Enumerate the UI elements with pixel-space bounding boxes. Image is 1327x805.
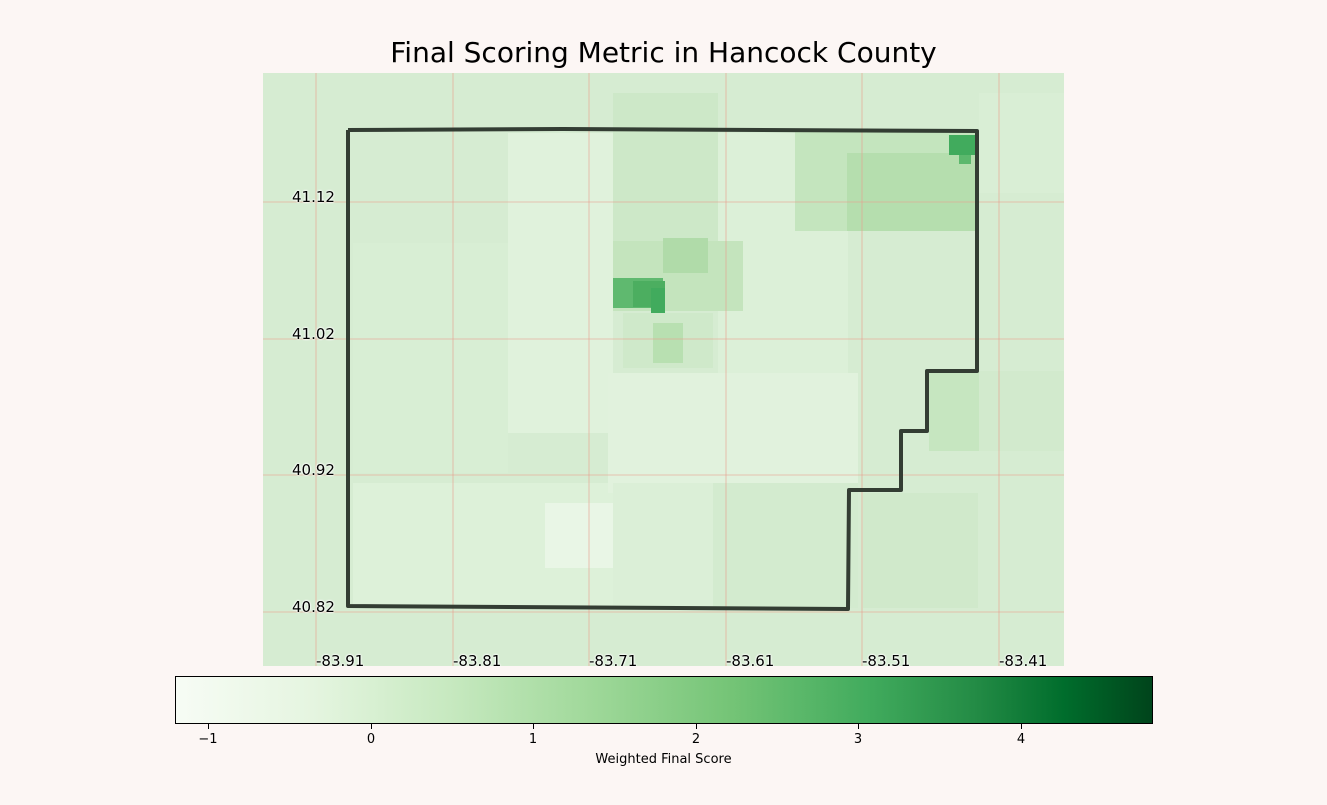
lon-tick-label: -83.51 bbox=[862, 652, 911, 670]
colorbar-tick-label: −1 bbox=[198, 732, 218, 747]
colorbar-title: Weighted Final Score bbox=[595, 752, 732, 767]
choropleth-map bbox=[263, 73, 1064, 666]
raster-zone bbox=[608, 373, 858, 493]
lon-tick-label: -83.91 bbox=[316, 652, 365, 670]
colorbar-tick-label: 3 bbox=[853, 732, 863, 747]
raster-urban bbox=[653, 323, 683, 363]
colorbar-tick bbox=[533, 724, 534, 729]
raster-urban bbox=[651, 288, 665, 313]
raster-zone bbox=[979, 93, 1064, 193]
colorbar-tick bbox=[858, 724, 859, 729]
lat-tick-label: 40.82 bbox=[292, 598, 335, 616]
map-title: Final Scoring Metric in Hancock County bbox=[390, 36, 937, 69]
lon-tick-label: -83.41 bbox=[999, 652, 1048, 670]
lat-tick-label: 40.92 bbox=[292, 461, 335, 479]
raster-zone bbox=[353, 243, 508, 473]
colorbar-tick-label: 1 bbox=[528, 732, 538, 747]
raster-zone bbox=[863, 493, 978, 608]
raster-zone bbox=[613, 93, 718, 243]
raster-zone bbox=[613, 483, 713, 608]
colorbar-tick bbox=[1021, 724, 1022, 729]
lon-tick-label: -83.81 bbox=[453, 652, 502, 670]
raster-zone bbox=[713, 483, 858, 608]
colorbar bbox=[175, 676, 1153, 724]
colorbar-tick bbox=[371, 724, 372, 729]
raster-hotspot bbox=[949, 135, 977, 155]
lon-tick-label: -83.61 bbox=[726, 652, 775, 670]
colorbar-tick-label: 0 bbox=[366, 732, 376, 747]
colorbar-tick bbox=[208, 724, 209, 729]
colorbar-tick-label: 4 bbox=[1016, 732, 1026, 747]
lat-tick-label: 41.12 bbox=[292, 188, 335, 206]
raster-zone bbox=[847, 153, 977, 231]
colorbar-tick bbox=[696, 724, 697, 729]
raster-zone bbox=[979, 371, 1064, 451]
lon-tick-label: -83.71 bbox=[589, 652, 638, 670]
map-area bbox=[263, 73, 1064, 666]
colorbar-tick-label: 2 bbox=[691, 732, 701, 747]
county-boundary bbox=[346, 127, 979, 611]
raster-urban bbox=[663, 238, 708, 273]
raster-zone bbox=[508, 133, 613, 433]
lat-tick-label: 41.02 bbox=[292, 325, 335, 343]
raster-zone bbox=[929, 371, 979, 451]
raster-hotspot bbox=[959, 155, 971, 164]
